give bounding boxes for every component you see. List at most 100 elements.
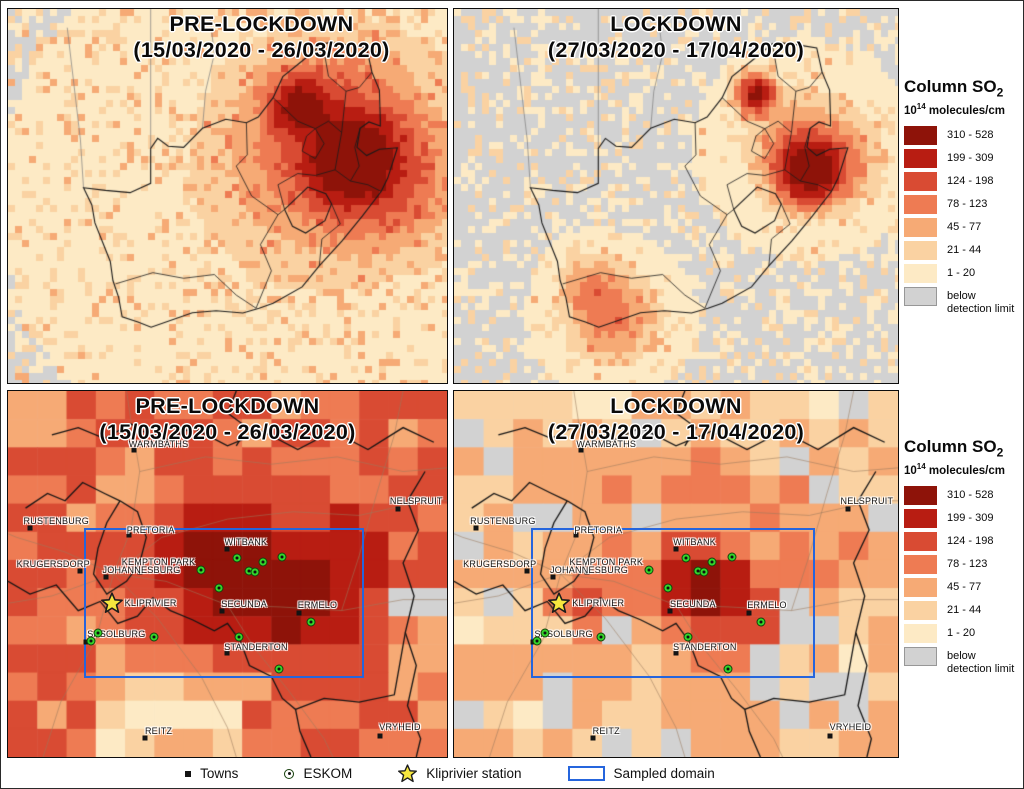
town-marker xyxy=(224,546,230,552)
legend-units: 1014 molecules/cm xyxy=(904,102,1023,117)
eskom-station-dot xyxy=(258,557,268,567)
legend-title-text: Column SO xyxy=(904,77,997,96)
eskom-station-dot xyxy=(540,628,550,638)
panel-subtitle: (15/03/2020 - 26/03/2020) xyxy=(99,419,356,444)
town-label: STANDERTON xyxy=(224,641,288,652)
so2-heatmap-canvas-country-lockdown xyxy=(454,9,898,383)
legend-swatch xyxy=(904,624,937,644)
star-icon xyxy=(398,764,418,783)
town-marker xyxy=(126,532,132,538)
eskom-station-dot xyxy=(596,632,606,642)
eskom-station-dot xyxy=(214,583,224,593)
eskom-station-dot-core xyxy=(96,631,100,635)
town-label: KRUGERSDORP xyxy=(16,558,90,569)
eskom-station-dot xyxy=(86,636,96,646)
legend-title: Column SO2 xyxy=(904,77,1023,99)
eskom-station-dot-core xyxy=(686,635,690,639)
eskom-station-dot xyxy=(681,553,691,563)
eskom-station-dot xyxy=(532,636,542,646)
legend-swatch-label: 45 - 77 xyxy=(947,581,982,594)
eskom-station-dot-core xyxy=(235,556,239,560)
town-label: ERMELO xyxy=(297,600,338,611)
legend-entry: 21 - 44 xyxy=(904,601,1023,621)
legend-units-base: 10 xyxy=(904,465,917,478)
legend-entry: 124 - 198 xyxy=(904,172,1023,192)
legend-swatch-label: 124 - 198 xyxy=(947,175,994,188)
eskom-dot-core xyxy=(287,772,291,775)
legend-swatch-label: 199 - 309 xyxy=(947,152,994,165)
panel-title: PRE-LOCKDOWN xyxy=(169,12,354,36)
town-label: WITBANK xyxy=(224,537,268,548)
panel-subtitle: (27/03/2020 - 17/04/2020) xyxy=(547,37,805,62)
legend-swatch-label: 78 - 123 xyxy=(947,198,988,211)
legend-swatch-label: 21 - 44 xyxy=(947,604,982,617)
legend-entry: 199 - 309 xyxy=(904,509,1023,529)
eskom-station-dot xyxy=(306,617,316,627)
town-label: SECUNDA xyxy=(669,599,716,610)
eskom-station-dot xyxy=(699,567,709,577)
eskom-station-dot xyxy=(250,567,260,577)
eskom-station-dot-core xyxy=(309,620,313,624)
eskom-station-dot-core xyxy=(666,586,670,590)
eskom-dot-icon xyxy=(284,768,295,779)
legend-swatch-label: 124 - 198 xyxy=(947,535,994,548)
town-label: SASOLBURG xyxy=(87,629,146,640)
eskom-station-dot xyxy=(683,632,693,642)
legend-entry: 310 - 528 xyxy=(904,486,1023,506)
town-label: REITZ xyxy=(592,726,620,737)
panel-subtitle: (15/03/2020 - 26/03/2020) xyxy=(133,37,390,62)
legend-entry: 78 - 123 xyxy=(904,555,1023,575)
sampled-domain-rect-icon xyxy=(567,766,605,781)
town-marker xyxy=(27,525,33,531)
legend-swatch-label: 45 - 77 xyxy=(947,221,982,234)
station-label: KLIPRIVIER xyxy=(572,597,625,608)
legend-swatch xyxy=(904,647,937,667)
town-marker xyxy=(827,733,833,739)
town-label: NELSPRUIT xyxy=(840,495,894,506)
legend-swatch-label: 310 - 528 xyxy=(947,489,994,502)
kliprivier-star-icon xyxy=(100,592,123,614)
legend-entry: 310 - 528 xyxy=(904,126,1023,146)
legend-swatch xyxy=(904,172,937,192)
legend-entries: 310 - 528 199 - 309 124 - 198 78 - 123 45 - … xyxy=(904,126,1023,316)
eskom-station-dot-core xyxy=(237,635,241,639)
town-marker xyxy=(137,569,143,575)
town-marker xyxy=(573,532,579,538)
map-overlay: WARMBATHS NELSPRUIT RUSTENBURG PRETORIA WITB… xyxy=(8,391,447,757)
town-marker xyxy=(673,650,679,656)
footer-legend-sampled-domain: Sampled domain xyxy=(567,766,715,781)
eskom-station-dot-core xyxy=(247,569,251,573)
town-label: SASOLBURG xyxy=(534,629,593,640)
panel-country-lockdown: LOCKDOWN (27/03/2020 - 17/04/2020) xyxy=(453,8,899,384)
eskom-station-dot-core xyxy=(599,635,603,639)
town-marker xyxy=(667,608,673,614)
town-marker xyxy=(473,525,479,531)
legend-swatch xyxy=(904,149,937,169)
eskom-station-dot xyxy=(723,664,733,674)
sampled-domain-rect xyxy=(84,527,365,678)
eskom-station-dot xyxy=(707,557,717,567)
panel-title-block: PRE-LOCKDOWN (15/03/2020 - 26/03/2020) xyxy=(8,394,447,446)
panel-subtitle: (27/03/2020 - 17/04/2020) xyxy=(547,419,805,444)
eskom-station-dot xyxy=(644,565,654,575)
eskom-station-dot-core xyxy=(261,560,265,564)
town-marker xyxy=(524,568,530,574)
panel-title-block: LOCKDOWN (27/03/2020 - 17/04/2020) xyxy=(454,12,898,64)
eskom-station-dot-core xyxy=(702,570,706,574)
eskom-station-dot xyxy=(727,552,736,562)
town-marker xyxy=(224,650,230,656)
footer-label-sampled-domain: Sampled domain xyxy=(613,766,715,781)
town-label: VRYHEID xyxy=(829,721,872,732)
panel-highveld-pre-lockdown: WARMBATHS NELSPRUIT RUSTENBURG PRETORIA WITB… xyxy=(7,390,448,758)
legend-swatch xyxy=(904,486,937,506)
town-label: JOHANNESBURG xyxy=(549,564,628,575)
town-marker xyxy=(746,610,752,616)
panel-highveld-lockdown: WARMBATHS NELSPRUIT RUSTENBURG PRETORIA WITB… xyxy=(453,390,899,758)
legend-swatch xyxy=(904,601,937,621)
town-square-icon xyxy=(185,770,192,777)
town-label: STANDERTON xyxy=(673,641,737,652)
legend-entry: 45 - 77 xyxy=(904,578,1023,598)
legend-swatch-label: 1 - 20 xyxy=(947,267,976,280)
so2-heatmap-canvas-highveld-lockdown xyxy=(454,391,898,757)
